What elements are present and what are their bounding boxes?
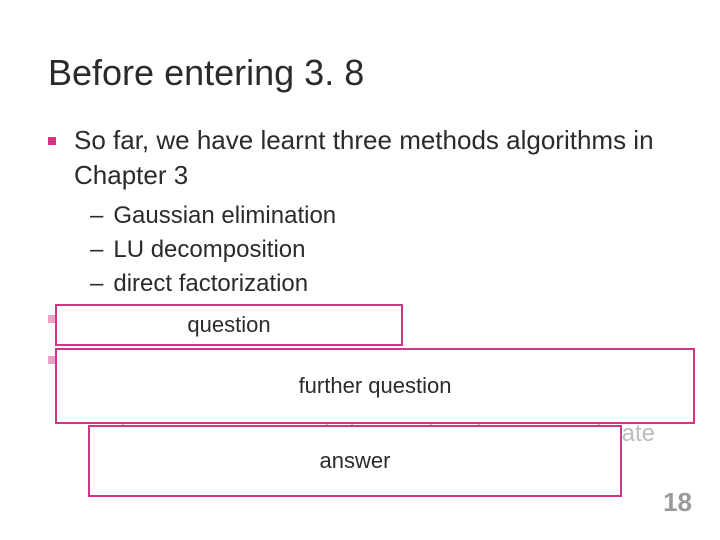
callout-box-question: question: [55, 304, 403, 346]
page-number: 18: [663, 487, 692, 518]
bullet-1-sub-2: – LU decomposition: [90, 234, 680, 266]
callout-box-further-question: further question: [55, 348, 695, 424]
callout-label: answer: [320, 448, 391, 474]
slide: Before entering 3. 8 So far, we have lea…: [0, 0, 720, 540]
dash-icon: –: [90, 200, 103, 232]
sub-bullet-text: LU decomposition: [113, 234, 305, 266]
callout-box-answer: answer: [88, 425, 622, 497]
callout-label: question: [187, 312, 270, 338]
sub-bullet-text: Gaussian elimination: [113, 200, 336, 232]
bullet-1: So far, we have learnt three methods alg…: [48, 123, 680, 193]
square-bullet-icon: [48, 137, 56, 145]
dash-icon: –: [90, 234, 103, 266]
bullet-text: So far, we have learnt three methods alg…: [74, 123, 680, 193]
sub-bullet-text: direct factorization: [113, 268, 308, 300]
callout-label: further question: [299, 373, 452, 399]
bullet-1-sub-3: – direct factorization: [90, 268, 680, 300]
slide-title: Before entering 3. 8: [48, 52, 680, 93]
dash-icon: –: [90, 268, 103, 300]
bullet-1-sub-1: – Gaussian elimination: [90, 200, 680, 232]
